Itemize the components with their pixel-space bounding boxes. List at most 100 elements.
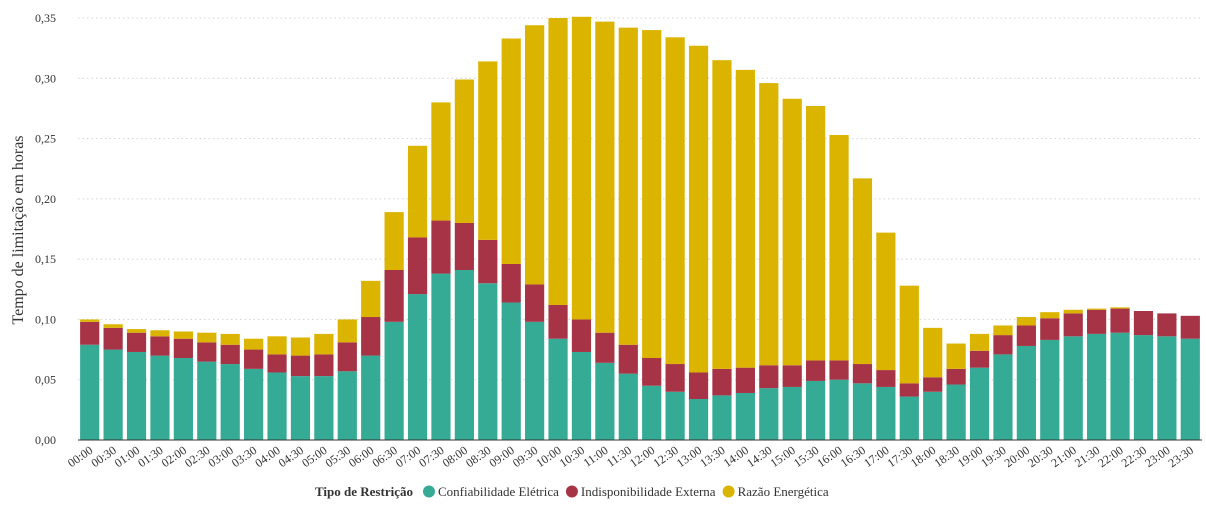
bar-segment xyxy=(712,395,732,440)
bar-segment xyxy=(571,351,592,440)
bar-segment xyxy=(618,373,638,440)
bar-segment xyxy=(1087,333,1107,440)
bar-segment xyxy=(548,18,568,305)
bar-segment xyxy=(969,350,990,368)
bar-segment xyxy=(126,332,147,352)
bar-segment xyxy=(501,302,521,440)
bar-segment xyxy=(1040,318,1060,340)
bar-segment xyxy=(688,45,709,373)
bar-segment xyxy=(1016,317,1036,326)
bar-segment xyxy=(267,354,287,373)
bar-segment xyxy=(899,285,919,384)
bar-segment xyxy=(103,349,123,440)
bar-segment xyxy=(1133,310,1154,336)
bar-segment xyxy=(852,383,873,440)
bar-segment xyxy=(220,333,240,345)
bar-segment xyxy=(337,371,357,440)
bar-segment xyxy=(1087,309,1107,334)
y-tick-label: 0,20 xyxy=(35,192,56,206)
bar-segment xyxy=(361,280,381,318)
y-axis-title: Tempo de limitação em horas xyxy=(10,135,27,324)
bar-segment xyxy=(946,384,966,440)
bar-segment xyxy=(173,338,193,359)
bar-segment xyxy=(525,321,545,440)
bar-segment xyxy=(759,83,779,366)
bar-segment xyxy=(454,222,474,270)
bar-segment xyxy=(80,319,100,322)
bar-segment xyxy=(548,304,568,339)
bar-segment xyxy=(220,364,240,440)
bar-segment xyxy=(1180,338,1200,440)
bar-segment xyxy=(1016,325,1036,346)
bar-segment xyxy=(688,399,709,440)
bar-segment xyxy=(407,237,428,295)
bar-segment xyxy=(969,367,990,440)
bar-segment xyxy=(244,349,264,369)
bar-segment xyxy=(478,61,498,240)
bar-segment xyxy=(150,355,170,440)
bar-segment xyxy=(665,364,685,392)
bar-segment xyxy=(173,331,193,339)
bar-segment xyxy=(993,325,1013,336)
bar-segment xyxy=(946,368,966,385)
bar-segment xyxy=(735,69,755,368)
legend-entry-label: Indisponibilidade Externa xyxy=(581,484,716,499)
bar-segment xyxy=(478,283,498,440)
bar-segment xyxy=(1016,345,1036,440)
bar-segment xyxy=(103,324,123,328)
bar-segment xyxy=(782,386,802,440)
bar-segment xyxy=(1157,313,1177,337)
bar-segment xyxy=(899,383,919,397)
bar-segment xyxy=(876,232,896,371)
axes: Tempo de limitação em horas xyxy=(10,135,1202,441)
bar-segment xyxy=(993,354,1013,440)
bar-segment xyxy=(876,370,896,387)
bar-segment xyxy=(946,343,966,369)
bar-segment xyxy=(923,391,943,440)
bar-segment xyxy=(361,317,381,356)
y-tick-label: 0,10 xyxy=(35,312,56,326)
bar-segment xyxy=(431,273,451,440)
bar-segment xyxy=(126,329,147,333)
bar-segment xyxy=(665,391,685,440)
bar-segment xyxy=(290,355,311,377)
bar-segment xyxy=(290,376,311,440)
bar-segment xyxy=(688,372,709,400)
bar-segment xyxy=(337,342,357,372)
legend-swatch xyxy=(565,485,578,498)
bar-segment xyxy=(454,269,474,440)
bar-segment xyxy=(806,380,826,440)
bar-segment xyxy=(665,37,685,365)
bar-segment xyxy=(735,392,755,440)
bar-segment xyxy=(501,263,521,303)
bar-segment xyxy=(290,337,311,356)
bar-segment xyxy=(80,344,100,440)
bar-segment xyxy=(1063,313,1083,337)
bar-segment xyxy=(384,321,404,440)
bar-segment xyxy=(595,362,615,440)
y-tick-label: 0,15 xyxy=(35,252,56,266)
bar-segment xyxy=(1040,339,1060,440)
bar-segment xyxy=(501,38,521,264)
legend-swatch xyxy=(422,485,435,498)
bar-segment xyxy=(571,16,592,320)
bar-segment xyxy=(852,364,873,384)
bar-segment xyxy=(407,145,428,238)
bar-segment xyxy=(642,30,662,359)
legend-swatch xyxy=(722,485,735,498)
bar-segment xyxy=(923,327,943,378)
gridlines xyxy=(78,17,1202,381)
bar-segment xyxy=(712,368,732,396)
bar-segment xyxy=(969,333,990,351)
bar-segment xyxy=(806,360,826,381)
bar-segment xyxy=(197,332,217,343)
bar-segment xyxy=(852,178,873,365)
legend: Tipo de Restrição Confiabilidade Elétric… xyxy=(315,484,829,499)
bar-segment xyxy=(525,284,545,322)
bar-segment xyxy=(712,60,732,369)
bars xyxy=(80,16,1200,440)
bar-segment xyxy=(782,98,802,366)
bar-segment xyxy=(806,106,826,361)
